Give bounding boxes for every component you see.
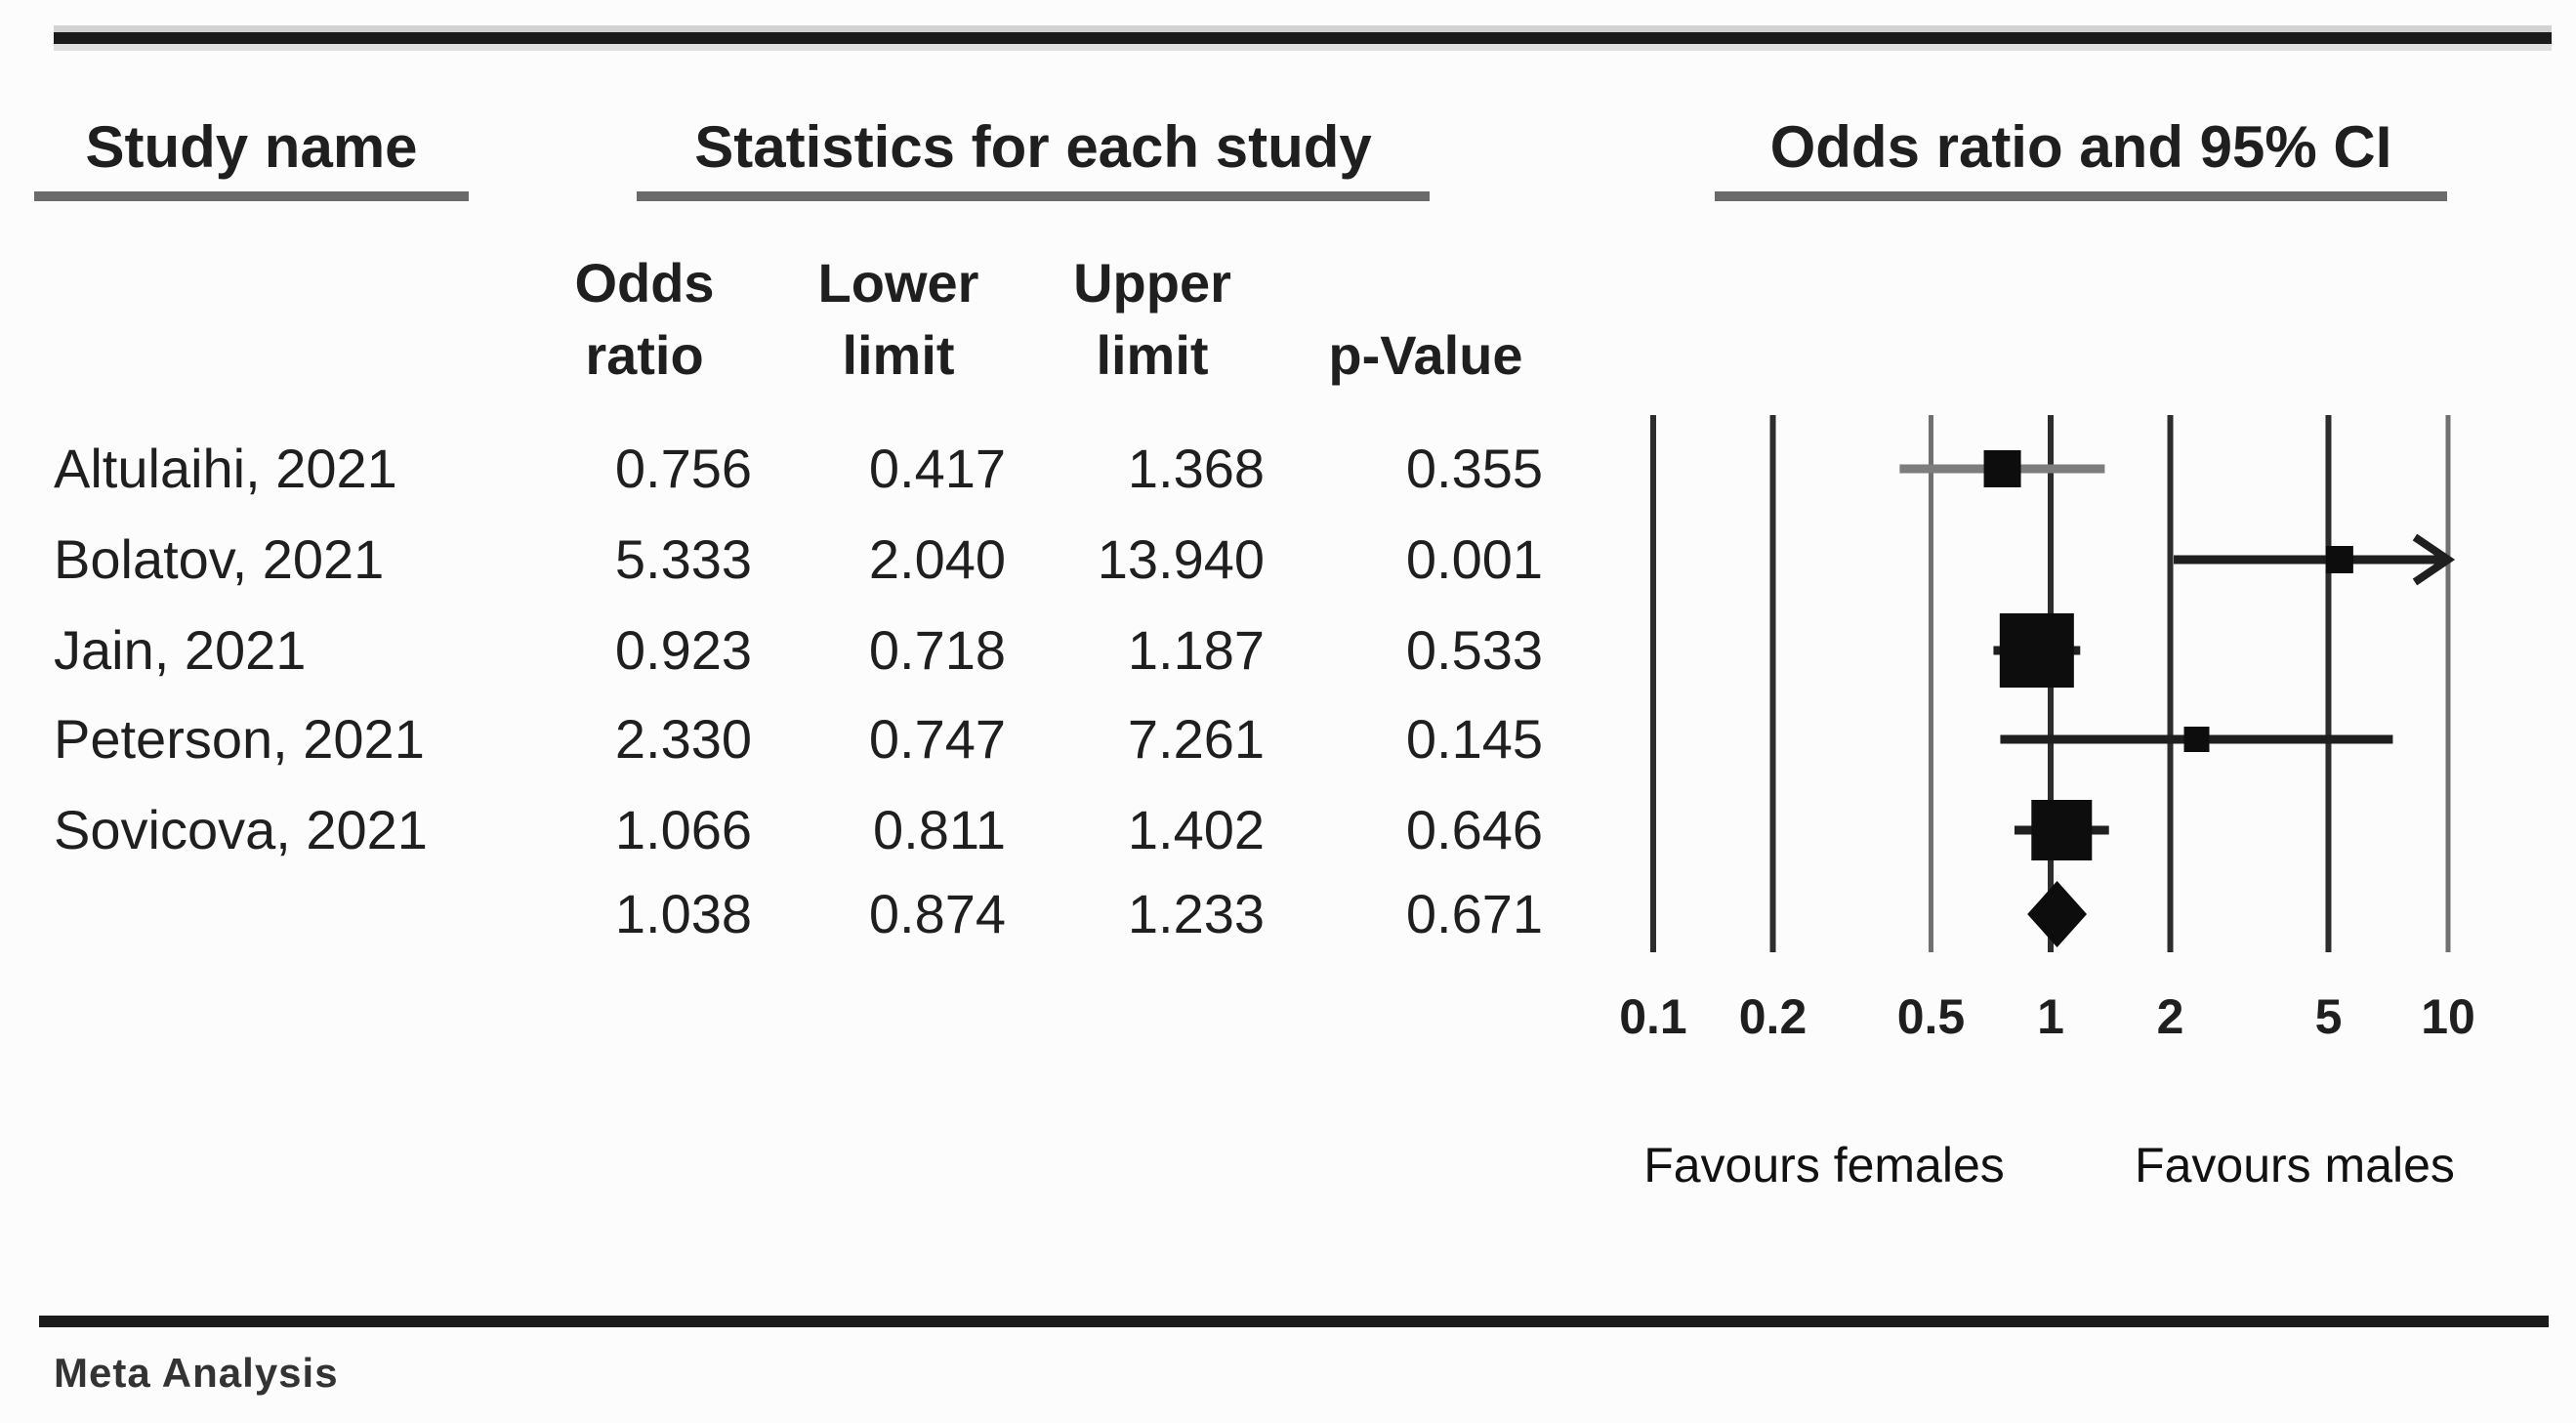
upper-limit-value: 1.402 [1127, 799, 1265, 860]
lower-limit-value: 2.040 [868, 528, 1006, 590]
table-row: Peterson, 2021 2.330 0.747 7.261 0.145 [0, 705, 1562, 774]
statistics-header: Statistics for each study [637, 115, 1430, 201]
odds-ratio-value: 5.333 [614, 528, 752, 590]
odds-ratio-value: 1.066 [614, 799, 752, 860]
p-value: 0.001 [1405, 528, 1543, 590]
axis-tick-label: 1 [2037, 989, 2064, 1044]
favours-left-label: Favours females [1643, 1138, 2005, 1193]
axis-tick-label: 0.2 [1739, 989, 1807, 1044]
summary-row: 1.038 0.874 1.233 0.671 [0, 880, 1562, 948]
axis-tick-label: 0.5 [1897, 989, 1966, 1044]
p-value: 0.145 [1405, 708, 1543, 770]
meta-analysis-caption: Meta Analysis [54, 1350, 339, 1396]
study-name: Sovicova, 2021 [54, 799, 428, 860]
p-value: 0.671 [1405, 883, 1543, 944]
axis-tick-label: 5 [2315, 989, 2343, 1044]
axis-tick-label: 10 [2421, 989, 2475, 1044]
p-value: 0.533 [1405, 619, 1543, 681]
column-header-lower-limit: Lower limit [817, 252, 979, 386]
top-rule [54, 32, 2552, 44]
table-row: Sovicova, 2021 1.066 0.811 1.402 0.646 [0, 796, 1562, 864]
lower-limit-value: 0.417 [868, 438, 1006, 499]
lower-limit-value: 0.718 [868, 619, 1006, 681]
bottom-rule [39, 1316, 2549, 1327]
p-value: 0.355 [1405, 438, 1543, 499]
axis-tick-label: 2 [2157, 989, 2184, 1044]
study-marker-square [1999, 613, 2074, 688]
lower-limit-value: 0.874 [868, 883, 1006, 944]
odds-ratio-value: 0.756 [614, 438, 752, 499]
study-marker-square [2031, 800, 2093, 860]
column-header-odds-ratio: Odds ratio [574, 252, 715, 386]
upper-limit-value: 1.368 [1127, 438, 1265, 499]
column-header-upper-limit: Upper limit [1073, 252, 1231, 386]
study-marker-square [2183, 727, 2210, 752]
odds-ratio-value: 1.038 [614, 883, 752, 944]
upper-limit-value: 7.261 [1127, 708, 1265, 770]
odds-ratio-value: 2.330 [614, 708, 752, 770]
study-marker-square [2325, 546, 2353, 573]
table-row: Bolatov, 2021 5.333 2.040 13.940 0.001 [0, 525, 1562, 594]
study-name: Jain, 2021 [54, 619, 307, 681]
study-name-header: Study name [34, 115, 469, 201]
table-row: Jain, 2021 0.923 0.718 1.187 0.533 [0, 616, 1562, 685]
column-header-p-value: p-Value [1328, 324, 1523, 386]
upper-limit-value: 13.940 [1097, 528, 1265, 590]
table-row: Altulaihi, 2021 0.756 0.417 1.368 0.355 [0, 435, 1562, 503]
lower-limit-value: 0.811 [873, 799, 1006, 860]
p-value: 0.646 [1405, 799, 1543, 860]
study-name: Altulaihi, 2021 [54, 438, 397, 499]
upper-limit-value: 1.187 [1127, 619, 1265, 681]
lower-limit-value: 0.747 [868, 708, 1006, 770]
axis-tick-label: 0.1 [1619, 989, 1687, 1044]
study-name: Peterson, 2021 [54, 708, 425, 770]
study-marker-square [1983, 450, 2021, 487]
ci-arrow-right [2412, 533, 2456, 586]
summary-diamond [2027, 881, 2088, 947]
favours-right-label: Favours males [2135, 1138, 2455, 1193]
upper-limit-value: 1.233 [1127, 883, 1265, 944]
or-ci-header: Odds ratio and 95% CI [1715, 115, 2447, 201]
study-name: Bolatov, 2021 [54, 528, 385, 590]
odds-ratio-value: 0.923 [614, 619, 752, 681]
